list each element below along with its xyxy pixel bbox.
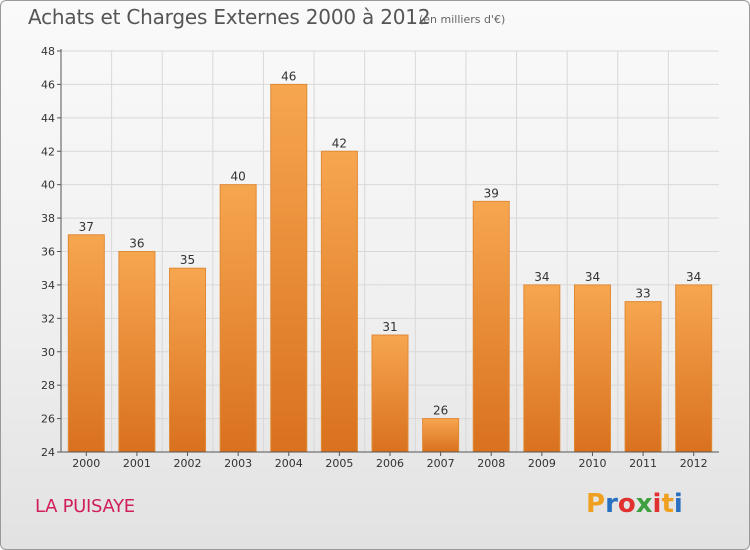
data-label-2009: 34 [534,270,549,284]
bar-2006 [371,334,409,453]
bars [67,83,713,453]
data-label-2008: 39 [484,186,499,200]
data-label-2012: 34 [686,270,701,284]
axes: 24 26 28 30 32 34 36 38 40 42 44 46 48 2000 2001 2002 20… [41,45,719,470]
logo-letter: P [586,489,606,519]
x-tick-label: 2008 [477,457,505,470]
chart-subtitle: (en milliers d'€) [419,13,506,26]
x-tick-label: 2004 [275,457,303,470]
y-tick-label: 28 [41,379,55,392]
bar-2001 [118,251,156,453]
data-label-2003: 40 [231,170,246,184]
y-tick-label: 46 [41,78,55,91]
data-label-2001: 36 [129,237,144,251]
y-tick-label: 34 [41,279,55,292]
data-labels: 37 36 35 40 46 42 31 26 39 34 34 33 34 [79,69,702,417]
y-tick-label: 32 [41,312,55,325]
x-tick-label: 2010 [578,457,606,470]
x-tick-label: 2002 [174,457,202,470]
x-tick-label: 2009 [528,457,556,470]
bar-2004 [270,83,308,453]
chart-title: Achats et Charges Externes 2000 à 2012 [28,5,431,29]
y-tick-label: 26 [41,413,55,426]
proxiti-logo[interactable]: Proxiti [586,489,683,519]
bar-2008 [472,200,510,453]
x-tick-label: 2006 [376,457,404,470]
x-tick-label: 2011 [629,457,657,470]
y-tick-label: 30 [41,346,55,359]
data-label-2007: 26 [433,404,448,418]
x-tick-label: 2003 [224,457,252,470]
data-label-2005: 42 [332,136,347,150]
data-label-2004: 46 [281,69,296,83]
x-tick-label: 2012 [680,457,708,470]
x-tick-label: 2005 [325,457,353,470]
y-tick-label: 38 [41,212,55,225]
logo-letter: t [661,489,674,519]
y-tick-label: 40 [41,179,55,192]
y-tick-label: 36 [41,246,55,259]
y-tick-label: 48 [41,45,55,58]
y-tick-label: 24 [41,446,55,459]
logo-letter: o [617,489,636,519]
bar-2012 [675,284,713,453]
bar-2007 [422,418,460,453]
bar-2000 [67,234,105,453]
bar-2011 [624,301,662,453]
logo-letter: i [673,489,683,519]
bar-2009 [523,284,561,453]
y-tick-label: 44 [41,112,55,125]
logo-letter: x [635,489,653,519]
x-tick-label: 2001 [123,457,151,470]
x-tick-label: 2007 [427,457,455,470]
bar-2003 [219,184,257,453]
bar-2002 [169,267,207,453]
data-label-2011: 33 [635,287,650,301]
bar-2005 [320,150,358,453]
bar-2010 [573,284,611,453]
y-tick-label: 42 [41,145,55,158]
region-label: LA PUISAYE [35,496,135,517]
data-label-2002: 35 [180,253,195,267]
data-label-2006: 31 [382,320,397,334]
data-label-2010: 34 [585,270,600,284]
x-tick-label: 2000 [72,457,100,470]
logo-letter: r [605,489,618,519]
logo-letter: i [652,489,662,519]
data-label-2000: 37 [79,220,94,234]
